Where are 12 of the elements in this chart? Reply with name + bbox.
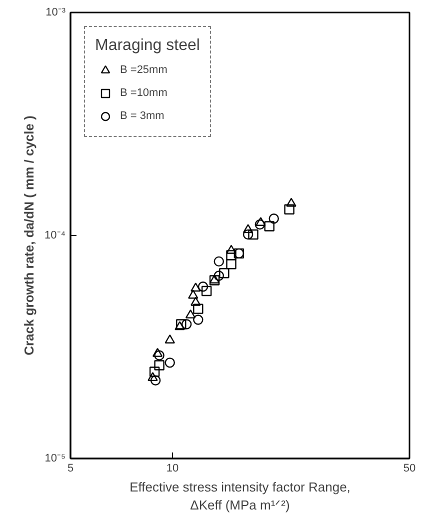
- x-tick-label: 10: [166, 462, 179, 474]
- y-tick-label: 10⁻⁵: [44, 452, 66, 464]
- x-axis-title: Effective stress intensity factor Range, ΔKeff (MPa m¹ᐟ²): [130, 480, 350, 512]
- legend-label: B =25mm: [120, 64, 168, 76]
- x-tick-label: 50: [403, 462, 416, 474]
- legend-label: B = 3mm: [120, 110, 164, 122]
- y-tick-label: 10⁻³: [46, 6, 66, 18]
- y-tick-label: 10⁻⁴: [44, 230, 66, 242]
- x-tick-label: 5: [67, 462, 74, 474]
- legend-label: B =10mm: [120, 87, 168, 99]
- legend-title: Maraging steel: [95, 37, 200, 55]
- y-axis-title: Crack growth rate, da/dN ( mm / cycle ): [22, 116, 37, 356]
